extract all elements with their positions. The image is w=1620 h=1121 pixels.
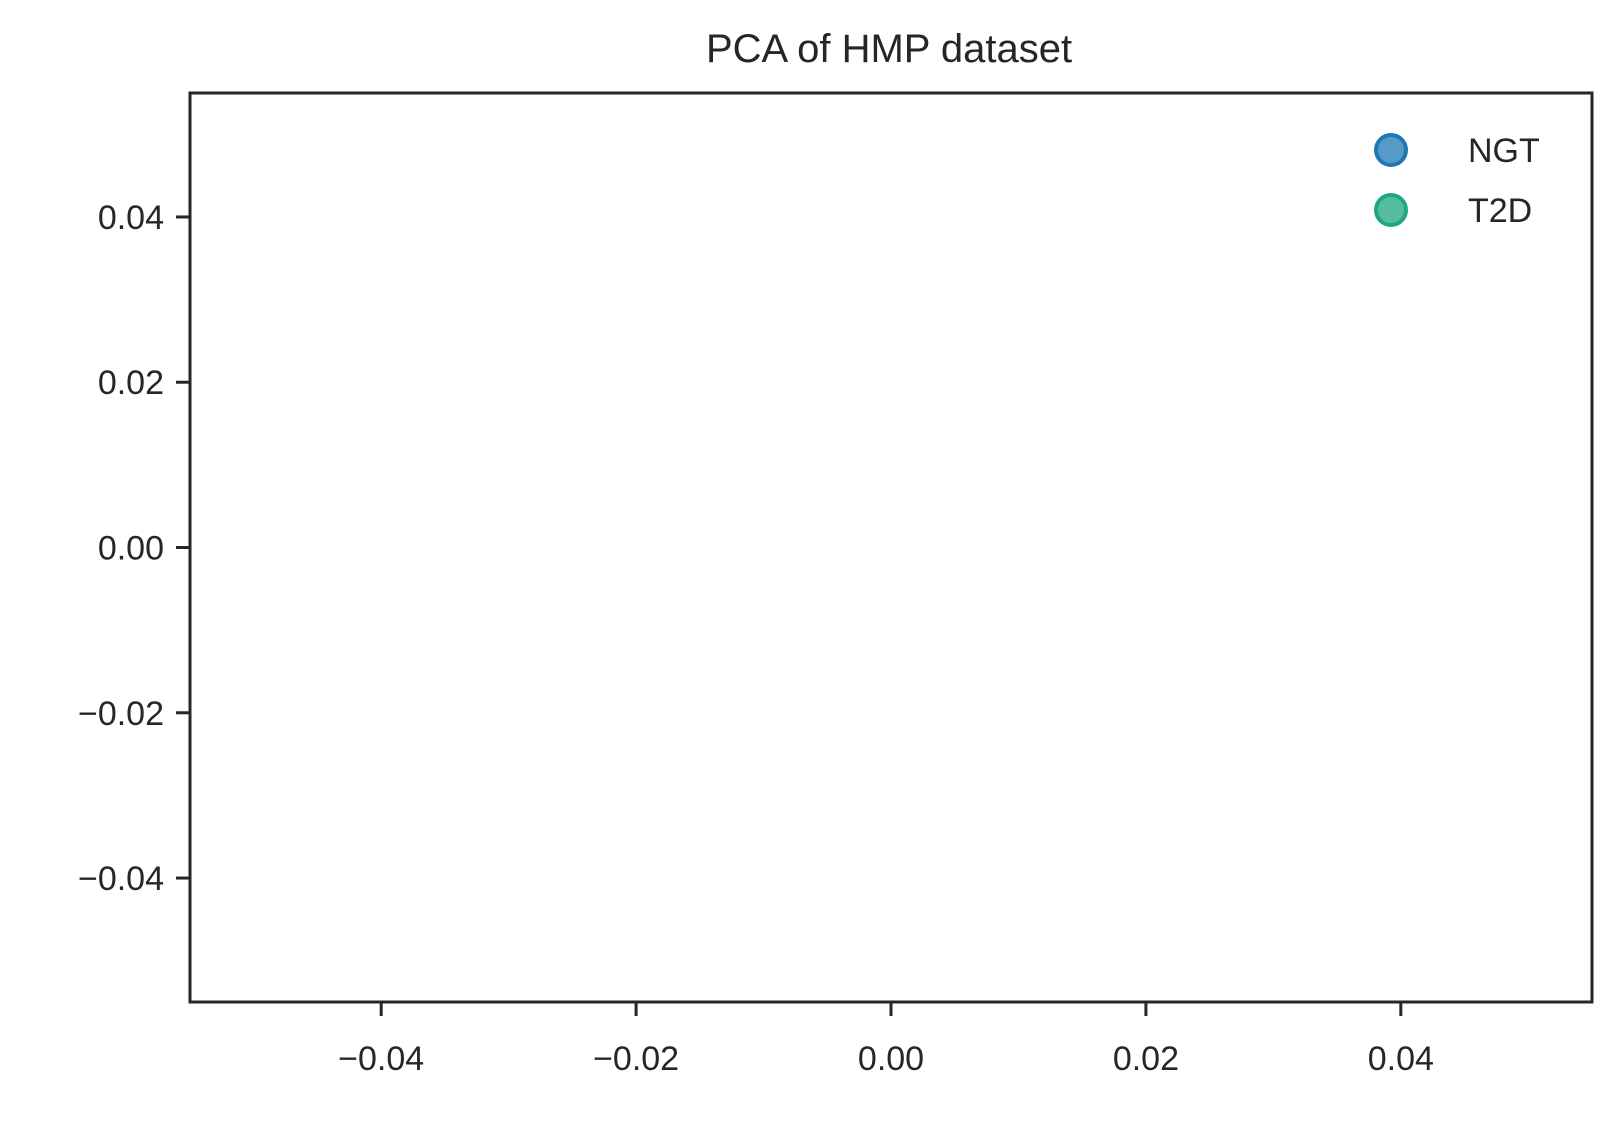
- x-tick-label: −0.04: [338, 1040, 424, 1078]
- y-tick-label: −0.04: [78, 860, 164, 898]
- plot-area-frame: [188, 91, 1594, 1004]
- chart-title: PCA of HMP dataset: [706, 27, 1072, 71]
- x-tick-label: 0.04: [1368, 1040, 1434, 1078]
- legend-label-t2d[interactable]: T2D: [1468, 192, 1532, 230]
- legend[interactable]: NGT T2D: [1374, 132, 1540, 230]
- legend-marker-ngt[interactable]: [1374, 133, 1408, 167]
- legend-label-ngt[interactable]: NGT: [1468, 132, 1540, 170]
- x-tick-label: 0.00: [858, 1040, 924, 1078]
- y-tick-label: 0.02: [98, 364, 164, 402]
- x-axis-ticks: −0.04 −0.02 0.00 0.02 0.04: [338, 1002, 1434, 1078]
- legend-marker-t2d[interactable]: [1374, 193, 1408, 227]
- x-tick-label: −0.02: [593, 1040, 679, 1078]
- y-tick-label: −0.02: [78, 695, 164, 733]
- y-axis-ticks: −0.04 −0.02 0.00 0.02 0.04: [78, 199, 190, 898]
- y-tick-label: 0.00: [98, 530, 164, 568]
- x-tick-label: 0.02: [1113, 1040, 1179, 1078]
- y-tick-label: 0.04: [98, 199, 164, 237]
